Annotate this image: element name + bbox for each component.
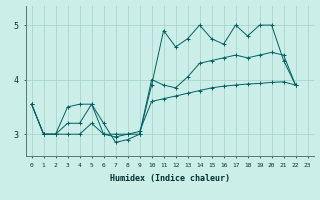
X-axis label: Humidex (Indice chaleur): Humidex (Indice chaleur) (109, 174, 230, 183)
